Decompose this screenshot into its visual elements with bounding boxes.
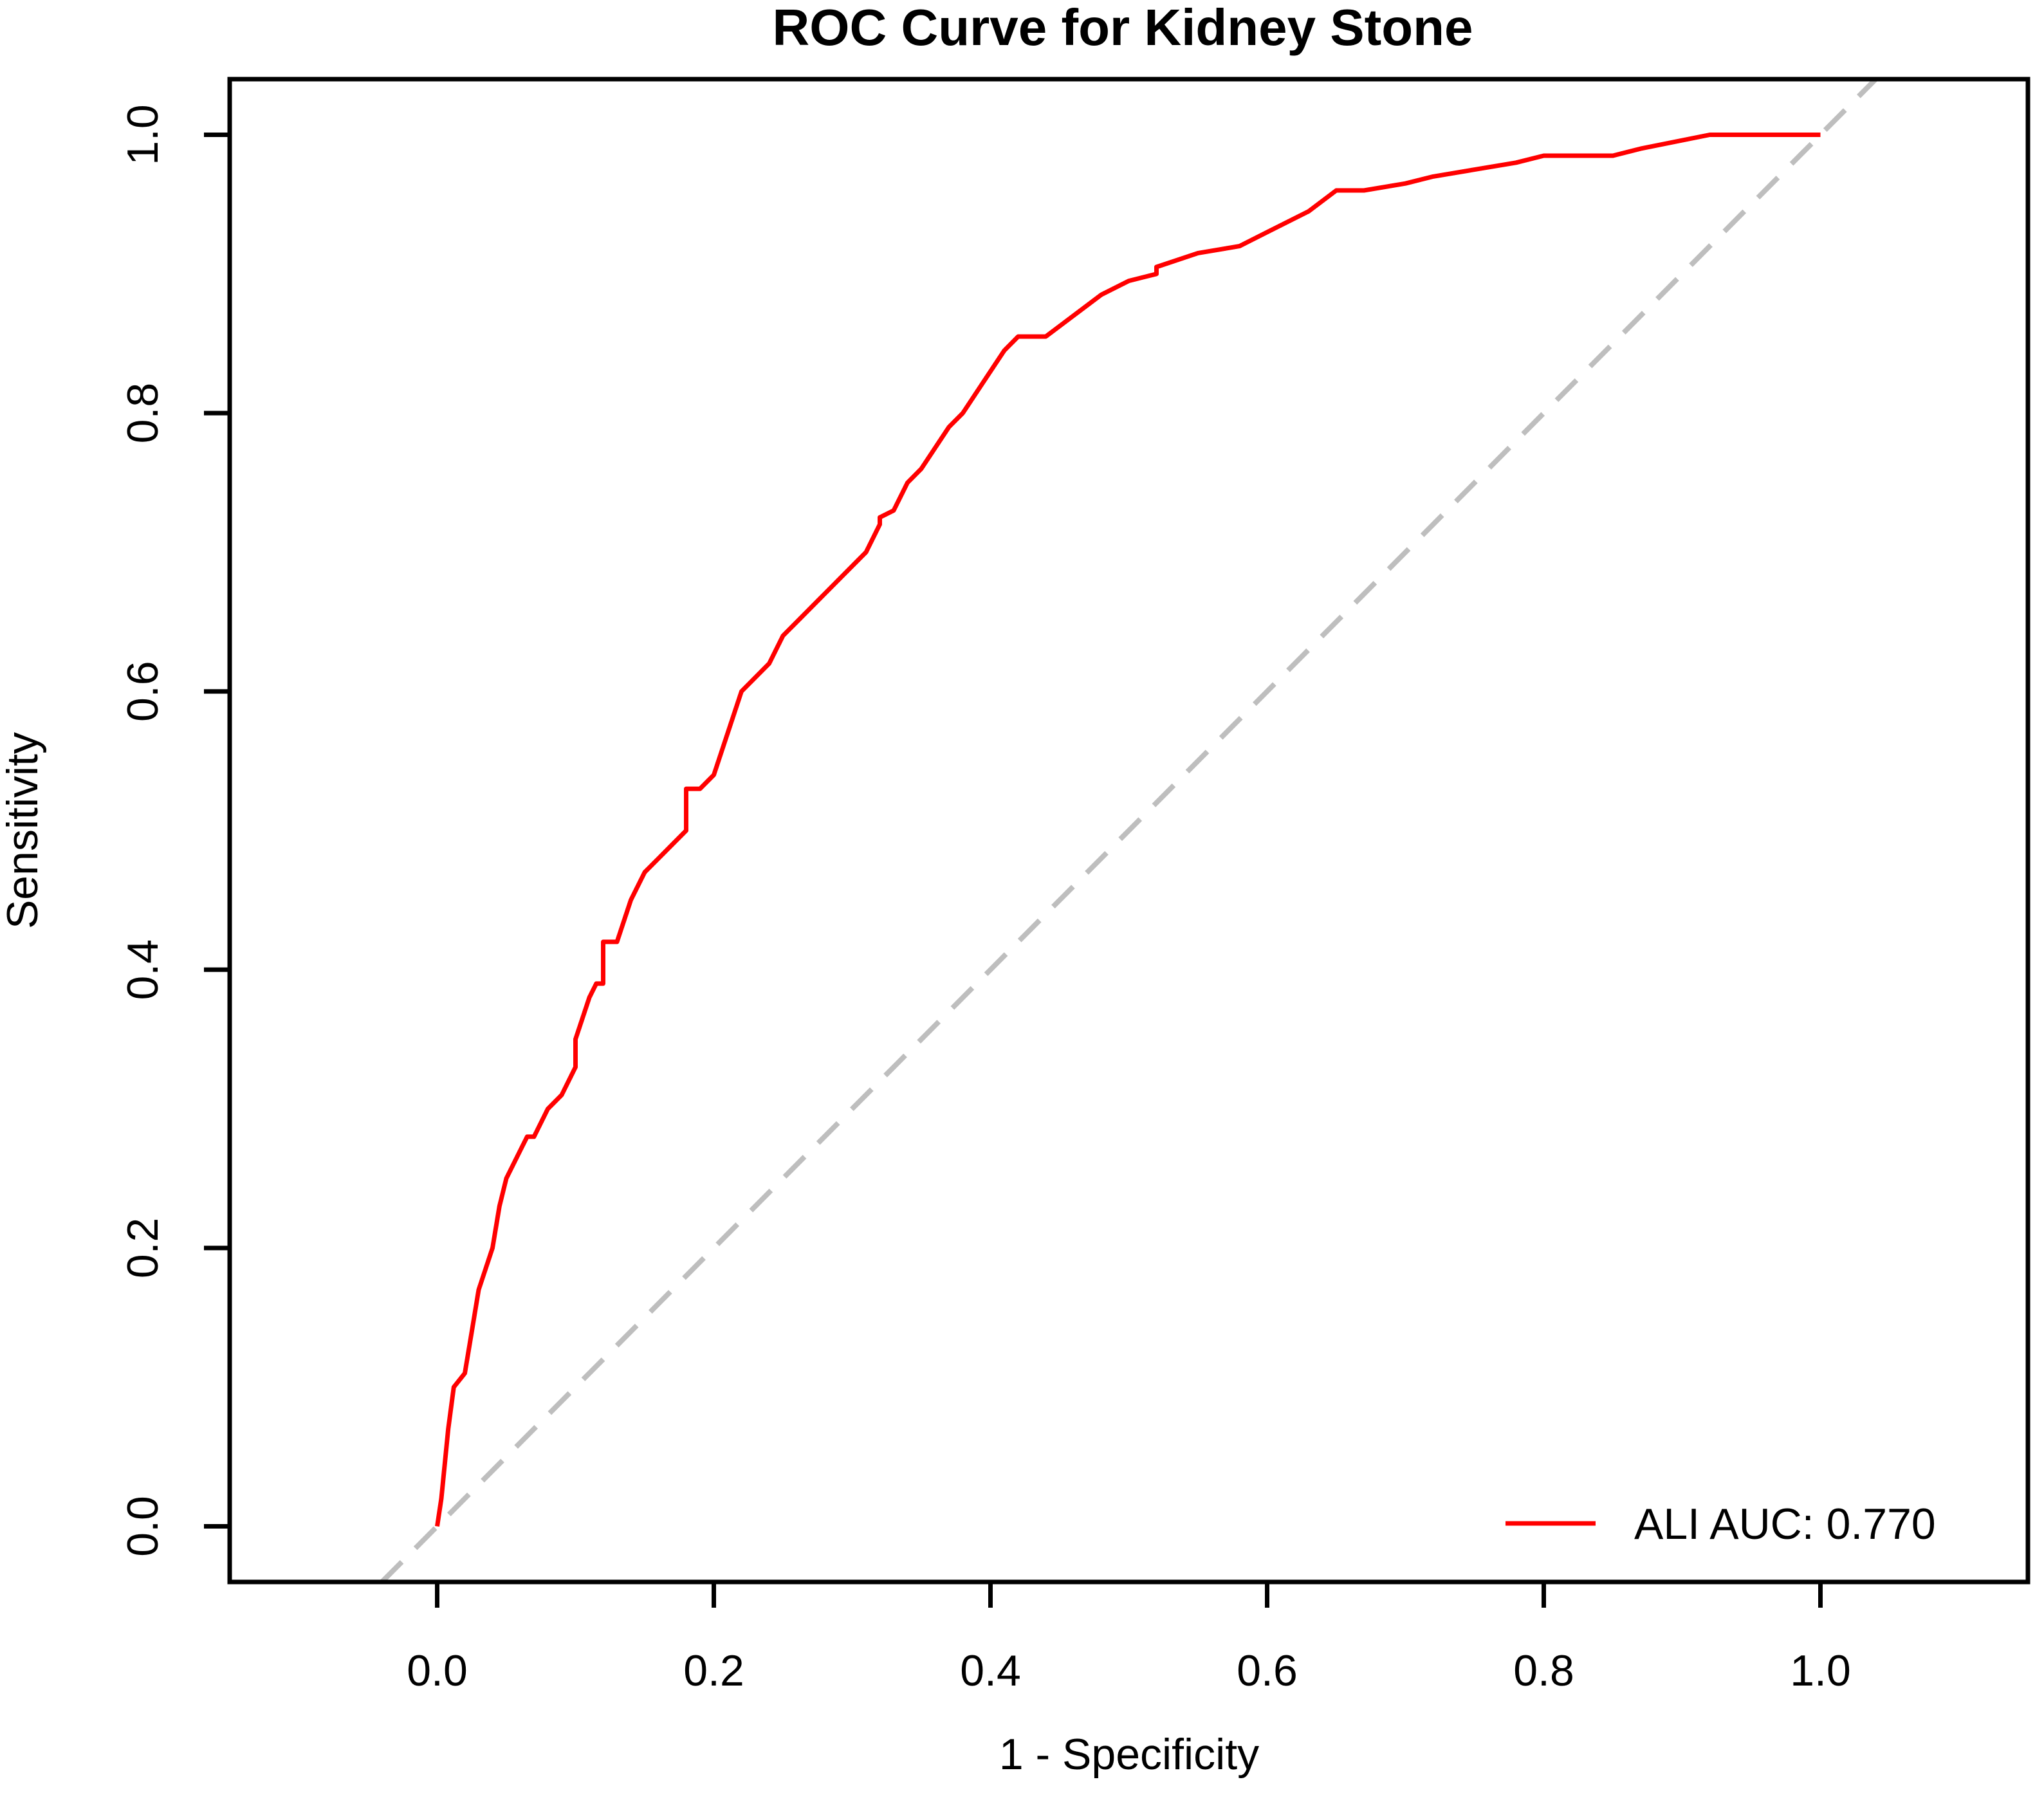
y-tick-label: 0.6 [118, 661, 167, 722]
y-tick-label: 0.4 [118, 939, 167, 1000]
y-axis-label: Sensitivity [0, 732, 47, 929]
y-tick-label: 0.2 [118, 1218, 167, 1279]
reference-diagonal-line [380, 79, 1878, 1582]
y-tick-label: 0.0 [118, 1496, 167, 1557]
roc-curve-line [435, 133, 1821, 1527]
x-tick-label: 0.8 [1513, 1646, 1574, 1695]
chart-title: ROC Curve for Kidney Stone [772, 0, 1473, 56]
legend-label: ALI AUC: 0.770 [1634, 1500, 1936, 1549]
x-axis: 0.0 0.2 0.4 0.6 0.8 1.0 [407, 1579, 1851, 1695]
x-tick-label: 0.2 [683, 1646, 744, 1695]
y-tick-label: 0.8 [118, 383, 167, 444]
x-tick-label: 0.4 [960, 1646, 1021, 1695]
x-tick-label: 0.6 [1237, 1646, 1298, 1695]
x-tick-label: 0.0 [407, 1646, 468, 1695]
y-tick-label: 1.0 [118, 104, 167, 165]
y-axis: 0.0 0.2 0.4 0.6 0.8 1.0 [118, 104, 232, 1557]
x-tick-label: 1.0 [1790, 1646, 1851, 1695]
x-axis-label: 1 - Specificity [999, 1730, 1259, 1779]
legend: ALI AUC: 0.770 [1506, 1500, 1936, 1549]
